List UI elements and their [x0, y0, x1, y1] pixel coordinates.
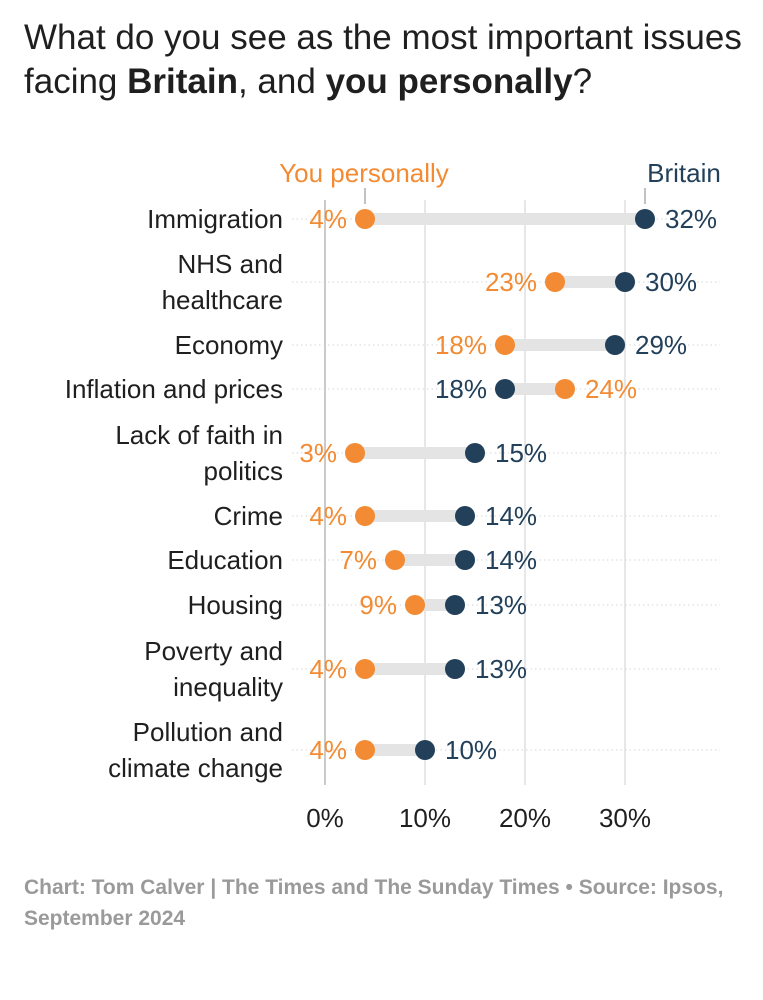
title-britain: Britain	[127, 62, 238, 101]
category-label: Inflation and prices	[65, 374, 283, 404]
category-label: NHS and	[178, 249, 284, 279]
category-label: Housing	[188, 590, 283, 620]
title-personally: you personally	[325, 62, 573, 101]
dot-britain	[495, 379, 515, 399]
dot-personal	[355, 740, 375, 760]
category-label: healthcare	[162, 285, 283, 315]
dot-britain	[605, 335, 625, 355]
dot-britain	[455, 550, 475, 570]
value-label-personal: 23%	[485, 267, 537, 297]
dot-britain	[415, 740, 435, 760]
dot-personal	[405, 595, 425, 615]
dot-britain	[615, 272, 635, 292]
value-label-britain: 30%	[645, 267, 697, 297]
category-label: politics	[204, 456, 283, 486]
x-tick-label: 0%	[306, 803, 344, 833]
category-label: climate change	[108, 753, 283, 783]
value-label-personal: 4%	[309, 735, 347, 765]
category-label: Lack of faith in	[115, 420, 283, 450]
value-label-personal: 4%	[309, 204, 347, 234]
dot-britain	[455, 506, 475, 526]
title-question-mark: ?	[572, 62, 593, 101]
value-label-britain: 18%	[435, 374, 487, 404]
value-label-britain: 14%	[485, 501, 537, 531]
category-label: Immigration	[147, 204, 283, 234]
x-tick-label: 30%	[599, 803, 651, 833]
legend-britain: Britain	[647, 158, 721, 188]
category-label: Poverty and	[144, 636, 283, 666]
dot-personal	[355, 209, 375, 229]
value-label-personal: 4%	[309, 654, 347, 684]
dot-britain	[635, 209, 655, 229]
dot-personal	[355, 659, 375, 679]
dot-range-chart: 0% 10% 20% 30% You personally Britain Immigrat…	[65, 158, 721, 833]
title-text: What do you see as the most important is…	[24, 18, 742, 101]
value-label-britain: 29%	[635, 330, 687, 360]
dot-personal	[385, 550, 405, 570]
category-label: Education	[167, 545, 283, 575]
value-label-britain: 10%	[445, 735, 497, 765]
value-label-britain: 13%	[475, 654, 527, 684]
dot-personal	[555, 379, 575, 399]
dot-britain	[445, 659, 465, 679]
dot-britain	[445, 595, 465, 615]
dot-personal	[355, 506, 375, 526]
value-label-britain: 14%	[485, 545, 537, 575]
value-label-britain: 15%	[495, 438, 547, 468]
legend-you-personally: You personally	[279, 158, 449, 188]
x-tick-label: 20%	[499, 803, 551, 833]
category-label: Pollution and	[133, 717, 283, 747]
value-label-britain: 32%	[665, 204, 717, 234]
value-label-personal: 9%	[359, 590, 397, 620]
title-text-and: , and	[237, 62, 326, 101]
value-label-personal: 24%	[585, 374, 637, 404]
value-label-personal: 18%	[435, 330, 487, 360]
value-label-personal: 3%	[299, 438, 337, 468]
dot-personal	[345, 443, 365, 463]
category-label: Crime	[214, 501, 283, 531]
category-label: Economy	[175, 330, 283, 360]
category-label: inequality	[173, 672, 283, 702]
chart-title: What do you see as the most important is…	[24, 16, 744, 104]
dot-personal	[545, 272, 565, 292]
dot-personal	[495, 335, 515, 355]
x-tick-label: 10%	[399, 803, 451, 833]
value-label-personal: 4%	[309, 501, 347, 531]
dot-britain	[465, 443, 485, 463]
value-label-britain: 13%	[475, 590, 527, 620]
value-label-personal: 7%	[339, 545, 377, 575]
chart-footer: Chart: Tom Calver | The Times and The Su…	[24, 876, 724, 930]
